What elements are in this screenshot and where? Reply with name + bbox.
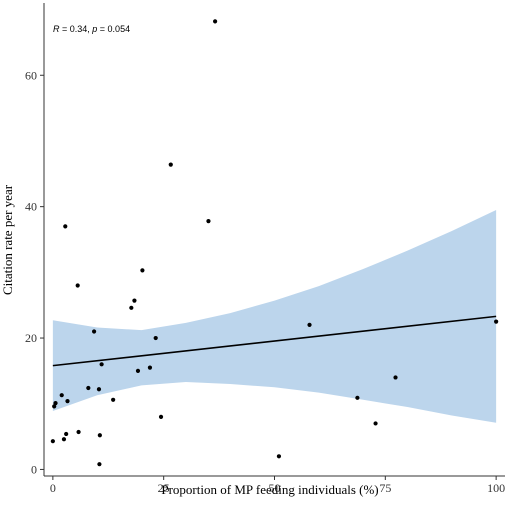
data-point <box>59 393 64 398</box>
y-tick-label: 40 <box>25 200 37 214</box>
data-point <box>147 365 153 370</box>
data-point <box>61 437 67 442</box>
correlation-annotation: R = 0.34, p = 0.054 <box>53 24 130 34</box>
data-point <box>97 433 102 438</box>
confidence-band-layer <box>52 209 497 423</box>
data-point <box>158 414 164 419</box>
data-point <box>50 439 55 444</box>
data-points-layer <box>50 19 499 467</box>
x-tick-label: 50 <box>269 481 281 495</box>
data-point <box>64 431 69 437</box>
p-value-text: = 0.054 <box>97 24 130 34</box>
data-point <box>494 319 499 324</box>
data-point <box>75 283 80 288</box>
fit-line-layer <box>52 315 497 367</box>
data-point <box>135 368 141 373</box>
data-point <box>140 268 145 273</box>
confidence-band <box>52 209 497 423</box>
data-point <box>355 395 360 400</box>
data-point <box>97 462 102 467</box>
data-point <box>276 454 282 459</box>
data-point <box>373 421 378 426</box>
data-point <box>168 162 173 167</box>
x-tick-label: 100 <box>487 481 505 495</box>
data-point <box>393 375 398 380</box>
data-point <box>213 19 218 24</box>
data-point <box>99 362 104 367</box>
data-point <box>86 385 91 391</box>
y-axis-title: Citation rate per year <box>0 184 15 295</box>
data-point <box>206 219 211 224</box>
p-symbol: p <box>91 24 97 34</box>
data-point <box>132 298 137 303</box>
r-symbol: R <box>53 24 60 34</box>
y-tick-label: 60 <box>25 68 37 82</box>
y-tick-label: 0 <box>31 462 37 476</box>
data-point <box>96 387 102 392</box>
x-tick-label: 75 <box>379 481 391 495</box>
r-value-text: = 0.34, <box>60 24 93 34</box>
data-point <box>65 399 70 404</box>
data-point <box>153 335 158 341</box>
y-tick-label: 20 <box>25 331 37 345</box>
regression-line <box>52 315 497 367</box>
data-point <box>76 429 81 435</box>
data-point <box>129 305 134 310</box>
x-tick-label: 0 <box>50 481 56 495</box>
data-point <box>111 397 116 402</box>
data-point <box>91 329 97 334</box>
data-point <box>52 404 57 409</box>
data-point <box>53 400 58 406</box>
data-point <box>63 224 68 229</box>
x-tick-label: 25 <box>158 481 170 495</box>
axes-layer: 0 25 50 75 100 0 20 40 60 <box>25 3 505 495</box>
x-axis-title: Proportion of MP feeding individuals (%) <box>161 482 378 497</box>
data-point <box>307 322 312 328</box>
